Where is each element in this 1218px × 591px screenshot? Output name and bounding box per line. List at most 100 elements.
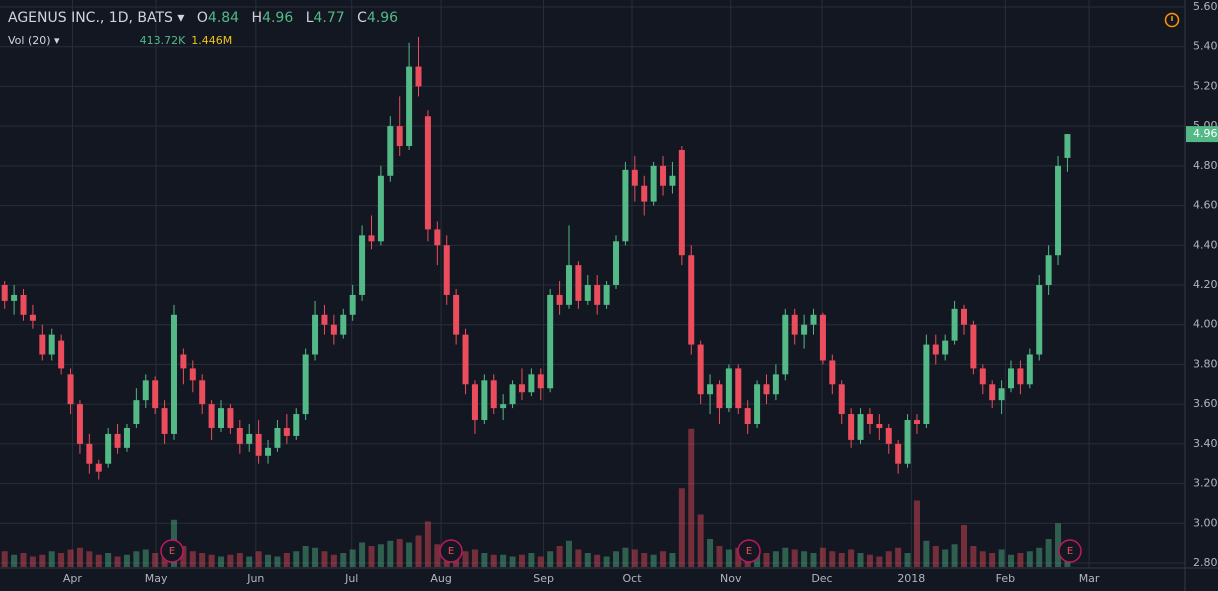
earnings-markers: E E E E [160, 539, 1082, 563]
candle-body [848, 414, 855, 440]
candle-body [1, 285, 8, 301]
candle-body [895, 443, 902, 464]
volume-bar [678, 488, 685, 567]
volume-bar [688, 428, 695, 567]
candle-body [471, 384, 478, 421]
ohlc-value: 4.96 [262, 10, 294, 26]
volume-bar [801, 551, 808, 567]
volume-bar [528, 553, 535, 567]
volume-bar [660, 551, 667, 567]
candle-body [772, 374, 779, 395]
x-tick-label: May [145, 572, 168, 585]
volume-bar [396, 539, 403, 567]
candle-body [1026, 354, 1033, 385]
volume-bar [95, 554, 102, 567]
candle-body [312, 314, 319, 355]
volume-bar [923, 540, 930, 567]
earnings-label: E [1067, 546, 1073, 557]
earnings-marker[interactable] [160, 539, 184, 563]
volume-bar [942, 549, 949, 567]
volume-bar [791, 549, 798, 567]
volume-bar [1008, 554, 1015, 567]
volume-bar [359, 542, 366, 567]
candle-body [932, 344, 939, 355]
volume-bar [302, 546, 309, 567]
volume-bar [387, 540, 394, 567]
candle-body [725, 368, 732, 409]
candle-body [105, 433, 112, 464]
candle-body [810, 314, 817, 325]
volume-bar [866, 554, 873, 567]
candle-body [29, 314, 36, 321]
volume-bar [1, 551, 8, 567]
y-tick-label: 3.20 [1193, 477, 1218, 490]
volume-bar [246, 556, 253, 567]
candle-body [603, 285, 610, 305]
candle-body [575, 265, 582, 301]
volume-bar [312, 547, 319, 567]
candle-body [1064, 134, 1071, 158]
x-tick-label: Apr [63, 572, 83, 585]
volume-bar [283, 553, 290, 567]
candle-body [942, 340, 949, 355]
candle-body [434, 229, 441, 246]
volume-bar [340, 553, 347, 567]
volume-label[interactable]: Vol (20) [8, 34, 51, 47]
candle-body [518, 384, 525, 393]
alert-icon[interactable] [1164, 12, 1180, 28]
candle-body [481, 380, 488, 421]
volume-bar [848, 549, 855, 567]
candle-body [424, 116, 431, 230]
volume-bar [1017, 553, 1024, 567]
candle-body [161, 408, 168, 434]
candle-body [500, 404, 507, 409]
volume-bar [424, 521, 431, 567]
earnings-label: E [448, 546, 454, 557]
volume-bar [293, 551, 300, 567]
symbol[interactable]: AGENUS INC., 1D, BATS [8, 10, 173, 26]
volume-bar [415, 535, 422, 567]
earnings-marker[interactable] [737, 539, 761, 563]
candle-body [170, 314, 177, 434]
price-pane [1, 36, 1071, 480]
volume-bar [810, 553, 817, 567]
candle-body [735, 368, 742, 409]
earnings-marker[interactable] [1058, 539, 1082, 563]
ohlc-value: 4.96 [366, 10, 399, 26]
candle-body [208, 404, 215, 428]
volume-bar [29, 556, 36, 567]
candle-body [829, 360, 836, 385]
ohlc-key: C [357, 10, 367, 26]
ohlc-key: H [251, 10, 263, 26]
volume-bar [481, 553, 488, 567]
volume-bar [998, 549, 1005, 567]
x-tick-label: Mar [1079, 572, 1100, 585]
candle-body [274, 427, 281, 448]
earnings-marker[interactable] [439, 539, 463, 563]
candle-body [67, 374, 74, 405]
volume-bar [979, 551, 986, 567]
candle-body [819, 314, 826, 361]
candle-body [11, 294, 18, 301]
volume-bar [152, 553, 159, 567]
volume-bar [819, 547, 826, 567]
volume-bar [462, 551, 469, 567]
volume-bar [11, 554, 18, 567]
volume-bar [76, 547, 83, 567]
last-price-label: 4.96 [1193, 127, 1218, 140]
candle-body [556, 294, 563, 305]
candle-body [716, 384, 723, 409]
volume-bar [631, 549, 638, 567]
volume-bar [123, 554, 130, 567]
volume-bar [500, 554, 507, 567]
volume-bar [857, 553, 864, 567]
candle-body [660, 165, 667, 186]
volume-bar [48, 551, 55, 567]
volume-value: 413.72K [139, 34, 186, 47]
candle-body [1017, 368, 1024, 385]
y-tick-label: 3.40 [1193, 437, 1218, 450]
x-tick-label: Sep [533, 572, 554, 585]
y-tick-label: 3.80 [1193, 357, 1218, 370]
candle-body [613, 241, 620, 285]
